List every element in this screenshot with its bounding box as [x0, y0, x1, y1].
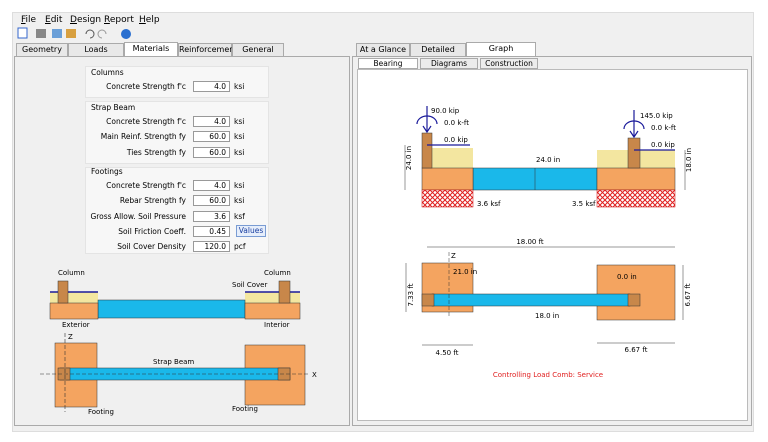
- field-label: Soil Cover Density: [117, 242, 186, 251]
- tab[interactable]: Detailed: [410, 43, 466, 56]
- field-label: Ties Strength fy: [126, 148, 186, 157]
- sub-tab[interactable]: Construction: [480, 58, 538, 69]
- toolbar-button[interactable]: [121, 29, 131, 39]
- menu-item[interactable]: Report: [104, 15, 134, 25]
- group-title: Strap Beam: [91, 103, 136, 112]
- text-input[interactable]: 4.0: [193, 81, 230, 92]
- field-label: Rebar Strength fy: [119, 196, 186, 205]
- toolbar-button[interactable]: [36, 29, 46, 38]
- text-input[interactable]: 60.0: [193, 195, 230, 206]
- group-box: [85, 66, 269, 98]
- unit: ksi: [234, 196, 245, 205]
- field-label: Soil Friction Coeff.: [118, 227, 186, 236]
- toolbar-button[interactable]: [17, 27, 28, 39]
- group-box: [85, 167, 269, 254]
- toolbar-button[interactable]: [66, 29, 76, 38]
- tab[interactable]: General: [232, 43, 284, 56]
- menu-item[interactable]: Edit: [45, 15, 63, 25]
- toolbar-button[interactable]: [85, 29, 95, 39]
- toolbar-button[interactable]: [97, 29, 107, 39]
- text-input[interactable]: 120.0: [193, 241, 230, 252]
- text-input[interactable]: 4.0: [193, 116, 230, 127]
- menu-item[interactable]: Help: [139, 15, 160, 25]
- menu-item[interactable]: Design: [70, 15, 102, 25]
- group-title: Footings: [91, 167, 123, 176]
- button[interactable]: Values: [236, 225, 266, 237]
- unit: pcf: [234, 242, 246, 251]
- menu-item[interactable]: File: [21, 15, 37, 25]
- tab[interactable]: Graph: [466, 42, 536, 56]
- tab[interactable]: At a Glance: [356, 43, 410, 56]
- text-input[interactable]: 3.6: [193, 211, 230, 222]
- tab[interactable]: Loads: [68, 43, 124, 56]
- tab[interactable]: Reinforcement: [178, 43, 238, 56]
- unit: ksi: [234, 132, 245, 141]
- sub-tab[interactable]: Bearing: [358, 58, 418, 69]
- text-input[interactable]: 60.0: [193, 131, 230, 142]
- tab[interactable]: Materials: [124, 42, 178, 56]
- field-label: Gross Allow. Soil Pressure: [90, 212, 186, 221]
- field-label: Concrete Strength f'c: [106, 181, 186, 190]
- graph-canvas: [357, 69, 748, 421]
- unit: ksi: [234, 117, 245, 126]
- field-label: Concrete Strength f'c: [106, 82, 186, 91]
- group-title: Columns: [91, 68, 124, 77]
- field-label: Main Reinf. Strength fy: [100, 132, 186, 141]
- unit: ksi: [234, 82, 245, 91]
- tab[interactable]: Geometry: [16, 43, 68, 56]
- unit: ksf: [234, 212, 245, 221]
- toolbar-button[interactable]: [52, 29, 62, 38]
- group-box: [85, 101, 269, 164]
- text-input[interactable]: 60.0: [193, 147, 230, 158]
- unit: ksi: [234, 148, 245, 157]
- field-label: Concrete Strength f'c: [106, 117, 186, 126]
- unit: ksi: [234, 181, 245, 190]
- text-input[interactable]: 4.0: [193, 180, 230, 191]
- text-input[interactable]: 0.45: [193, 226, 230, 237]
- sub-tab[interactable]: Diagrams: [420, 58, 478, 69]
- toolbar: [17, 27, 131, 39]
